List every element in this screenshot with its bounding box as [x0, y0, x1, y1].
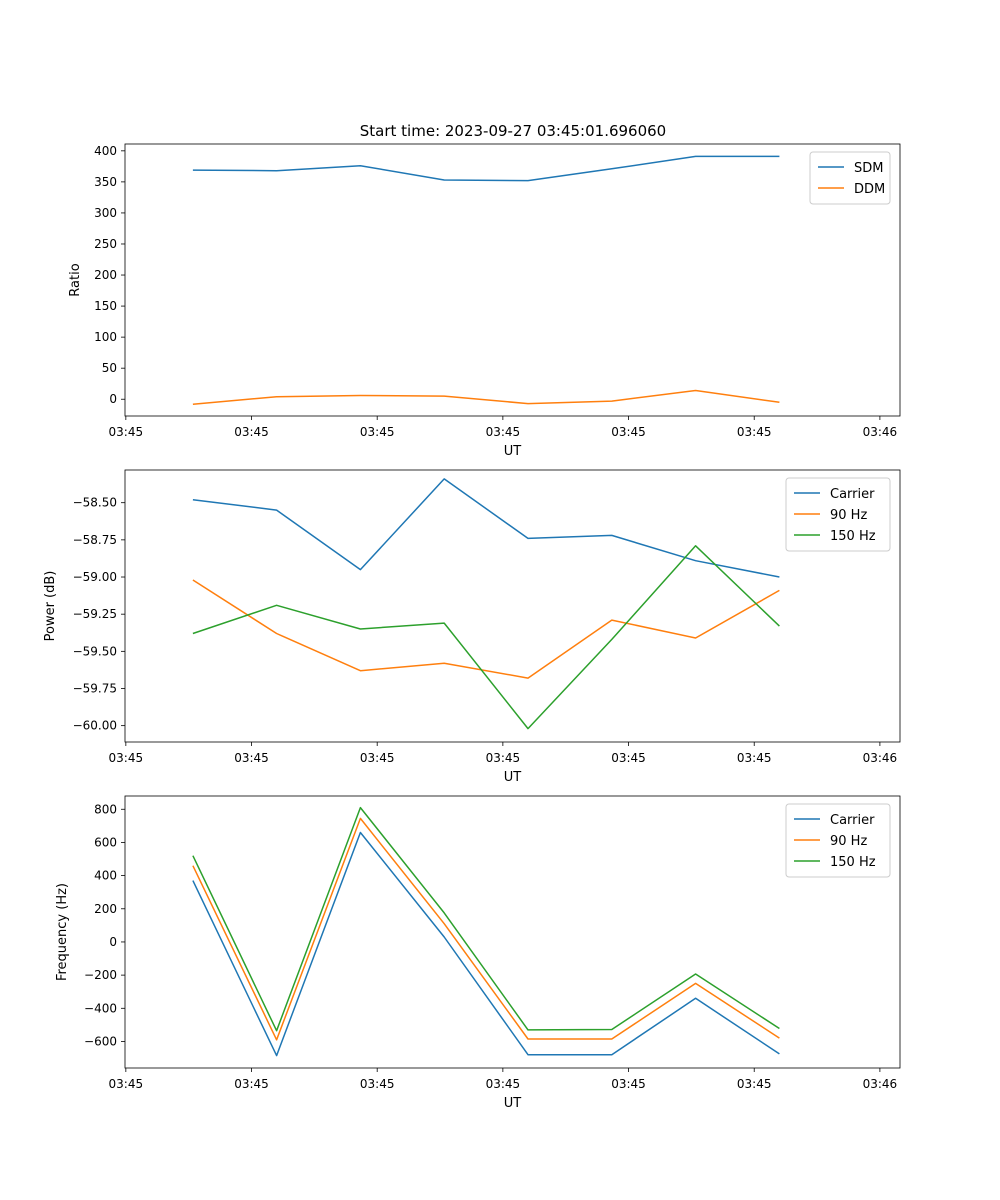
legend-label: Carrier: [830, 813, 875, 828]
legend-label: 150 Hz: [830, 529, 876, 544]
legend-label: SDM: [854, 161, 883, 176]
y-axis-label: Frequency (Hz): [55, 883, 70, 981]
legend-label: DDM: [854, 182, 885, 197]
x-tick-label: 03:46: [863, 1077, 898, 1091]
y-tick-label: −59.75: [73, 681, 117, 695]
x-axis-label: UT: [504, 1096, 522, 1111]
x-tick-label: 03:45: [486, 1077, 521, 1091]
y-tick-label: −58.75: [73, 533, 117, 547]
x-tick-label: 03:45: [109, 751, 144, 765]
x-tick-label: 03:45: [109, 425, 144, 439]
y-tick-label: 0: [109, 935, 117, 949]
x-axis-label: UT: [504, 770, 522, 785]
series-line-ddm: [192, 389, 780, 405]
series-line-150-hz: [192, 806, 780, 1032]
series-line-90-hz: [192, 579, 780, 679]
y-tick-label: 250: [94, 237, 117, 251]
x-tick-label: 03:46: [863, 425, 898, 439]
axes-frame: [124, 469, 901, 743]
x-tick-label: 03:45: [737, 1077, 772, 1091]
x-tick-label: 03:45: [234, 425, 269, 439]
y-tick-label: 0: [109, 392, 117, 406]
series-line-150-hz: [192, 545, 780, 730]
legend-box: [785, 477, 891, 552]
series-line-sdm: [192, 155, 780, 182]
x-tick-label: 03:45: [360, 425, 395, 439]
legend-box: [785, 803, 891, 878]
y-tick-label: 100: [94, 330, 117, 344]
x-tick-label: 03:45: [737, 751, 772, 765]
x-tick-label: 03:45: [611, 425, 646, 439]
y-tick-label: −200: [84, 968, 117, 982]
y-tick-label: 800: [94, 802, 117, 816]
x-tick-label: 03:45: [611, 1077, 646, 1091]
x-tick-label: 03:45: [486, 425, 521, 439]
power-panel: 03:45 03:45 03:45 03:45 03:45 03:45 03:46 −60.0…: [43, 469, 901, 785]
y-axis-label: Power (dB): [43, 571, 58, 642]
y-tick-label: −59.00: [73, 570, 117, 584]
y-tick-label: 400: [94, 144, 117, 158]
series-line-carrier: [192, 831, 780, 1057]
legend-label: Carrier: [830, 487, 875, 502]
x-axis-label: UT: [504, 444, 522, 459]
y-tick-label: 300: [94, 206, 117, 220]
y-tick-label: 50: [102, 361, 117, 375]
legend-label: 150 Hz: [830, 855, 876, 870]
ratio-panel: 03:45 03:45 03:45 03:45 03:45 03:45 03:46 0 50 10…: [68, 143, 901, 459]
x-tick-label: 03:45: [486, 751, 521, 765]
y-tick-label: 200: [94, 902, 117, 916]
y-tick-label: −59.25: [73, 607, 117, 621]
y-tick-label: −59.50: [73, 644, 117, 658]
y-tick-label: 150: [94, 299, 117, 313]
x-tick-label: 03:46: [863, 751, 898, 765]
y-tick-label: 400: [94, 869, 117, 883]
axes-frame: [124, 795, 901, 1069]
x-tick-label: 03:45: [737, 425, 772, 439]
y-tick-label: −60.00: [73, 719, 117, 733]
series-line-90-hz: [192, 817, 780, 1041]
x-tick-label: 03:45: [234, 751, 269, 765]
y-tick-label: −600: [84, 1034, 117, 1048]
axes-frame: [124, 143, 901, 417]
x-tick-label: 03:45: [360, 751, 395, 765]
y-tick-label: −400: [84, 1001, 117, 1015]
legend-box: [809, 151, 891, 205]
y-axis-label: Ratio: [68, 263, 83, 296]
y-tick-label: 350: [94, 175, 117, 189]
figure-title: Start time: 2023-09-27 03:45:01.696060: [360, 122, 666, 140]
legend-label: 90 Hz: [830, 834, 867, 849]
legend-label: 90 Hz: [830, 508, 867, 523]
x-tick-label: 03:45: [611, 751, 646, 765]
y-tick-label: −58.50: [73, 496, 117, 510]
x-tick-label: 03:45: [109, 1077, 144, 1091]
series-line-carrier: [192, 478, 780, 578]
x-tick-label: 03:45: [360, 1077, 395, 1091]
y-tick-label: 200: [94, 268, 117, 282]
y-tick-label: 600: [94, 835, 117, 849]
frequency-panel: 03:45 03:45 03:45 03:45 03:45 03:45 03:46 −600 −…: [55, 795, 901, 1111]
x-tick-label: 03:45: [234, 1077, 269, 1091]
